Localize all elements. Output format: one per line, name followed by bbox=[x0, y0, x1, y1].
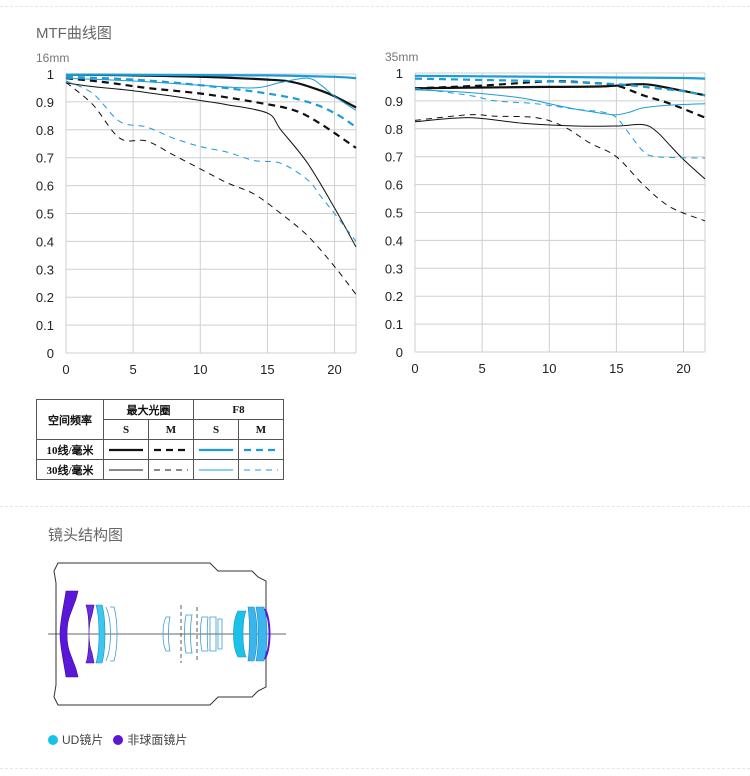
third-ud-element bbox=[95, 604, 106, 664]
x-tick-label: 0 bbox=[411, 361, 418, 376]
front-element-outline-2 bbox=[110, 606, 118, 662]
x-tick-label: 20 bbox=[676, 361, 690, 376]
series-black-dashed-thin bbox=[65, 82, 357, 295]
section-divider bbox=[0, 506, 750, 507]
structure-section-title: 镜头结构图 bbox=[48, 527, 124, 544]
y-tick-label: 0.5 bbox=[385, 206, 403, 221]
ud-legend-label: UD镜片 bbox=[62, 733, 104, 747]
series-blue-dashed-thick bbox=[65, 75, 357, 128]
x-tick-label: 10 bbox=[193, 362, 207, 377]
lens-barrel-outline bbox=[53, 562, 267, 706]
second-aspherical-element bbox=[85, 604, 95, 664]
mtf-legend-table: 空间频率 最大光圈 F8 S M S M 10线/毫米 30线/毫米 bbox=[36, 399, 284, 480]
y-tick-label: 0.5 bbox=[36, 207, 54, 222]
legend-swatch-black-dashed-thick bbox=[148, 439, 194, 460]
series-blue-solid-thick bbox=[414, 74, 706, 80]
front-aspherical-element bbox=[59, 590, 79, 678]
series-blue-dashed-thin bbox=[414, 87, 706, 159]
legend-swatch-blue-dashed-thin bbox=[238, 459, 284, 480]
legend-header-max-aperture: 最大光圈 bbox=[103, 399, 194, 420]
y-tick-label: 0.2 bbox=[385, 289, 403, 304]
legend-col-s: S bbox=[103, 419, 149, 440]
series-blue-dashed-thick bbox=[414, 77, 706, 97]
series-black-solid-thin bbox=[414, 117, 706, 180]
legend-col-s-f8: S bbox=[193, 419, 239, 440]
series-blue-solid-thin bbox=[414, 89, 706, 116]
legend-col-m: M bbox=[148, 419, 194, 440]
legend-row-30lpmm: 30线/毫米 bbox=[36, 459, 104, 480]
x-tick-label: 5 bbox=[479, 361, 486, 376]
series-blue-solid-thin bbox=[65, 77, 357, 111]
middle-element-1 bbox=[162, 616, 171, 652]
y-tick-label: 0.1 bbox=[36, 318, 54, 333]
lens-legend: UD镜片 非球面镜片 bbox=[48, 731, 187, 748]
bottom-divider bbox=[0, 768, 750, 769]
middle-element-5 bbox=[217, 618, 223, 650]
legend-col-m-f8: M bbox=[238, 419, 284, 440]
y-tick-label: 0.9 bbox=[36, 95, 54, 110]
legend-header-f8: F8 bbox=[193, 399, 284, 420]
y-tick-label: 0.4 bbox=[385, 233, 403, 248]
top-divider bbox=[0, 6, 750, 7]
x-tick-label: 15 bbox=[609, 361, 623, 376]
front-element-outline bbox=[105, 606, 111, 662]
x-tick-label: 0 bbox=[62, 362, 69, 377]
x-tick-label: 20 bbox=[327, 362, 341, 377]
series-blue-solid-thick bbox=[65, 73, 357, 80]
y-tick-label: 0.6 bbox=[385, 178, 403, 193]
y-tick-label: 0.6 bbox=[36, 179, 54, 194]
legend-swatch-black-solid-thin bbox=[103, 459, 149, 480]
middle-element-4 bbox=[209, 616, 217, 652]
legend-swatch-black-dashed-thin bbox=[148, 459, 194, 480]
y-tick-label: 0.8 bbox=[36, 123, 54, 138]
rear-ud-element bbox=[233, 610, 247, 658]
series-blue-dashed-thin bbox=[65, 80, 357, 242]
lens-structure-diagram bbox=[48, 562, 286, 706]
chart-title: 16mm bbox=[36, 51, 69, 65]
legend-row-10lpmm: 10线/毫米 bbox=[36, 439, 104, 460]
aspherical-dot-icon bbox=[113, 734, 124, 745]
legend-swatch-black-solid-thick bbox=[103, 439, 149, 460]
x-tick-label: 10 bbox=[542, 361, 556, 376]
series-black-dashed-thin bbox=[414, 114, 706, 222]
y-tick-label: 0.1 bbox=[385, 317, 403, 332]
aspherical-legend-label: 非球面镜片 bbox=[127, 733, 188, 747]
legend-swatch-blue-solid-thin bbox=[193, 459, 239, 480]
chart-title: 35mm bbox=[385, 50, 418, 64]
y-tick-label: 1 bbox=[396, 66, 403, 81]
y-tick-label: 0 bbox=[396, 345, 403, 360]
legend-header-frequency: 空间频率 bbox=[36, 399, 104, 440]
middle-element-2 bbox=[184, 614, 193, 654]
y-tick-label: 0.4 bbox=[36, 234, 54, 249]
series-black-solid-thin bbox=[65, 82, 357, 248]
series-black-solid-thick bbox=[414, 83, 706, 97]
y-tick-label: 0.9 bbox=[385, 94, 403, 109]
y-tick-label: 0.3 bbox=[36, 262, 54, 277]
series-black-dashed-thick bbox=[65, 77, 357, 149]
y-tick-label: 1 bbox=[47, 67, 54, 82]
middle-element-3 bbox=[200, 616, 209, 652]
legend-swatch-blue-dashed-thick bbox=[238, 439, 284, 460]
y-tick-label: 0.2 bbox=[36, 290, 54, 305]
rear-element-2 bbox=[255, 606, 268, 662]
y-tick-label: 0.8 bbox=[385, 122, 403, 137]
y-tick-label: 0.7 bbox=[385, 150, 403, 165]
x-tick-label: 15 bbox=[260, 362, 274, 377]
ud-dot-icon bbox=[48, 734, 58, 745]
rear-element-1 bbox=[247, 606, 258, 662]
x-tick-label: 5 bbox=[130, 362, 137, 377]
legend-swatch-blue-solid-thick bbox=[193, 439, 239, 460]
rear-aspherical-element bbox=[264, 609, 271, 659]
y-tick-label: 0.3 bbox=[385, 261, 403, 276]
y-tick-label: 0.7 bbox=[36, 151, 54, 166]
y-tick-label: 0 bbox=[47, 346, 54, 361]
mtf-section-title: MTF曲线图 bbox=[36, 25, 112, 42]
